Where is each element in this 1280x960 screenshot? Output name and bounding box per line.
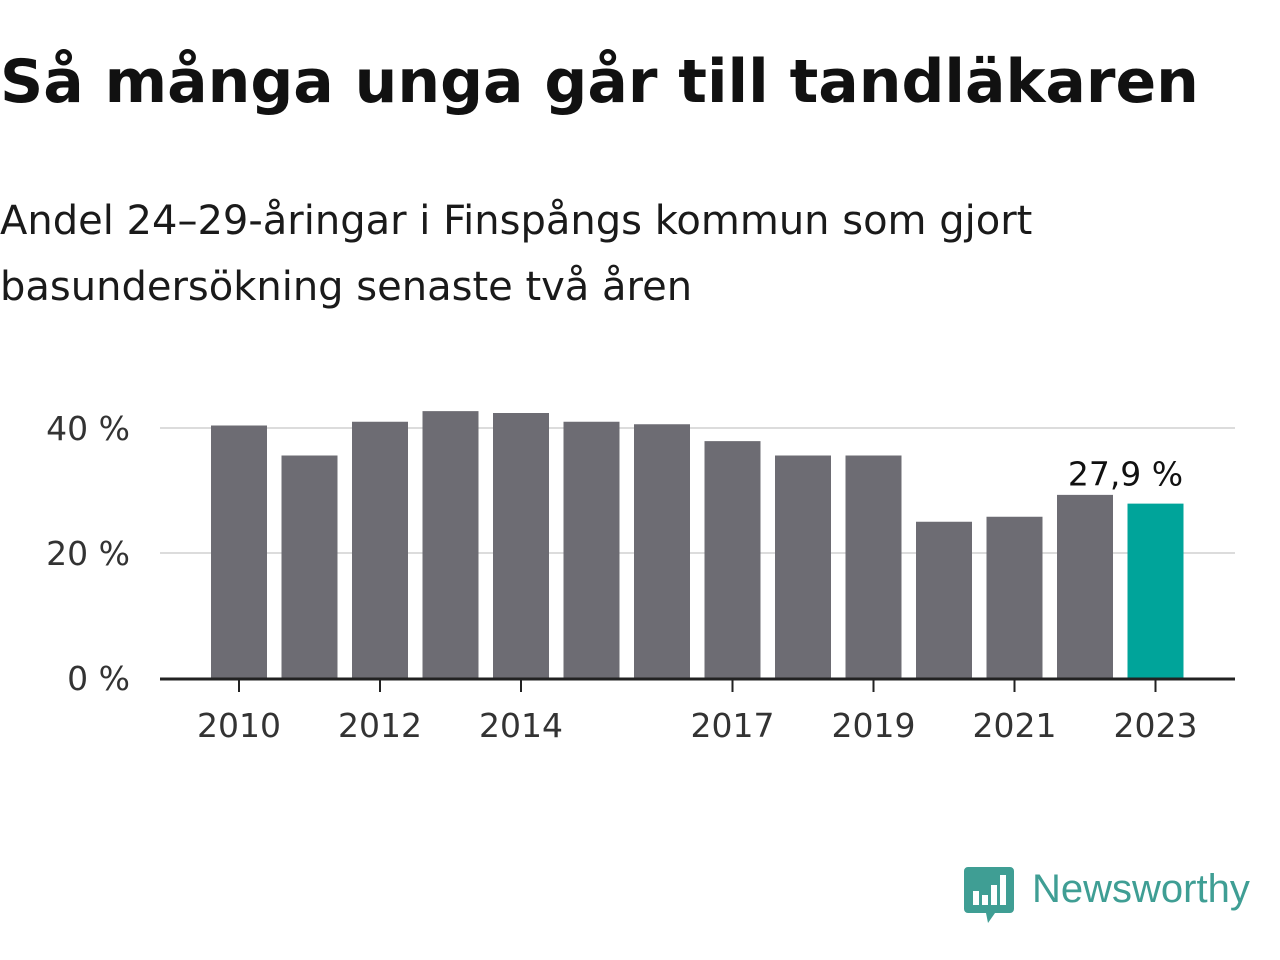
bar-2019 — [845, 455, 902, 678]
newsworthy-logo: Newsworthy — [964, 864, 1250, 926]
bars — [211, 411, 1184, 678]
newsworthy-logo-text: Newsworthy — [1032, 867, 1250, 911]
bar-2013 — [422, 411, 479, 678]
data-label-2023: 27,9 % — [1068, 455, 1183, 494]
chart-title: Så många unga går till tandläkaren — [0, 47, 1199, 117]
x-tick-label: 2014 — [479, 706, 563, 745]
x-tick-label: 2012 — [338, 706, 422, 745]
bar-2016 — [634, 424, 690, 678]
x-tick-label: 2019 — [832, 706, 916, 745]
gridlines — [160, 427, 1235, 554]
x-tick-label: 2021 — [973, 706, 1057, 745]
bar-2011 — [281, 455, 338, 678]
x-tick-label: 2023 — [1114, 706, 1198, 745]
x-tick-label: 2017 — [691, 706, 775, 745]
bar-2023 — [1127, 503, 1184, 678]
y-tick-label: 20 % — [46, 534, 130, 573]
bar-2020 — [916, 521, 972, 678]
bar-2021 — [986, 516, 1043, 678]
chart-subtitle: Andel 24–29-åringar i Finspångs kommun s… — [0, 198, 1033, 310]
data-labels: 27,9 % — [1068, 455, 1183, 494]
newsworthy-logo-icon — [964, 867, 1014, 923]
x-tick-label: 2010 — [197, 706, 281, 745]
bar-2014 — [493, 413, 549, 678]
bar-2022 — [1057, 494, 1113, 678]
bar-chart: 0 % 20 % 40 % 2010 2012 2014 2017 2019 2021 2023… — [46, 409, 1235, 745]
y-tick-label: 0 % — [67, 659, 130, 698]
bar-2012 — [352, 421, 408, 678]
x-axis: 2010 2012 2014 2017 2019 2021 2023 — [160, 677, 1235, 745]
bar-2015 — [563, 421, 620, 678]
bar-2017 — [704, 441, 761, 678]
y-axis-ticks: 0 % 20 % 40 % — [46, 409, 130, 698]
y-tick-label: 40 % — [46, 409, 130, 448]
bar-2018 — [775, 455, 831, 678]
bar-2010 — [211, 425, 267, 678]
